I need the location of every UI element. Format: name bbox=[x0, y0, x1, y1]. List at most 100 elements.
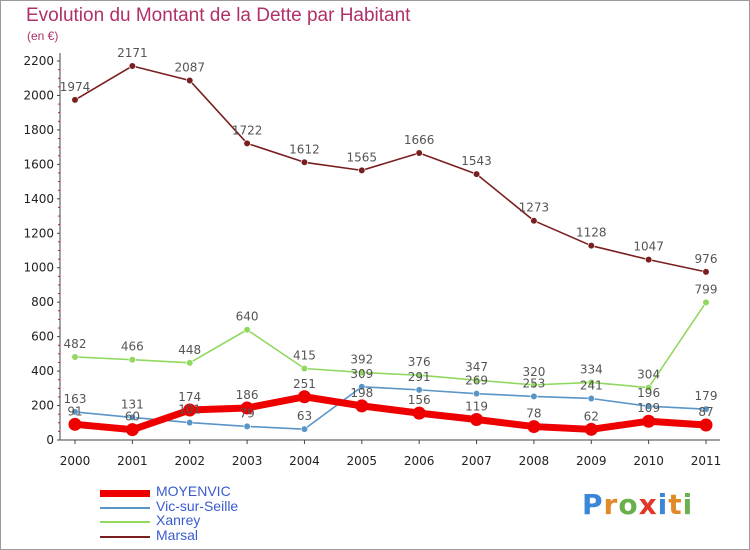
data-point-marsal bbox=[530, 217, 538, 225]
data-label-marsal: 1047 bbox=[633, 240, 664, 254]
data-label-vic-sur-seille: 309 bbox=[350, 367, 373, 381]
brand-letter: P bbox=[582, 488, 604, 521]
data-point-marsal bbox=[128, 62, 136, 70]
y-tick-label: 600 bbox=[31, 330, 54, 344]
y-tick-label: 1800 bbox=[23, 123, 54, 137]
data-label-xanrey: 376 bbox=[408, 355, 431, 369]
data-point-vic-sur-seille bbox=[645, 402, 653, 410]
data-label-vic-sur-seille: 253 bbox=[522, 376, 545, 390]
x-tick-label: 2003 bbox=[232, 454, 263, 468]
x-tick-label: 2010 bbox=[633, 454, 664, 468]
data-point-moyenvic bbox=[297, 390, 311, 404]
data-label-xanrey: 448 bbox=[178, 343, 201, 357]
data-point-xanrey bbox=[300, 364, 309, 373]
data-point-marsal bbox=[415, 149, 423, 157]
data-point-marsal bbox=[587, 242, 595, 250]
y-tick-label: 1200 bbox=[23, 226, 54, 240]
data-label-vic-sur-seille: 196 bbox=[637, 386, 660, 400]
data-point-vic-sur-seille bbox=[300, 425, 309, 433]
series-line-marsal bbox=[74, 65, 707, 273]
x-tick-label: 2011 bbox=[691, 454, 722, 468]
x-tick-label: 2001 bbox=[117, 454, 148, 468]
data-point-vic-sur-seille bbox=[71, 408, 79, 416]
legend-swatch bbox=[100, 506, 150, 509]
legend-swatch bbox=[100, 489, 150, 497]
data-point-marsal bbox=[645, 256, 653, 264]
data-label-marsal: 2087 bbox=[174, 60, 205, 74]
data-point-moyenvic bbox=[642, 414, 656, 428]
data-label-xanrey: 347 bbox=[465, 360, 488, 374]
data-label-vic-sur-seille: 269 bbox=[465, 374, 488, 388]
data-label-marsal: 1722 bbox=[232, 123, 263, 137]
data-label-moyenvic: 186 bbox=[236, 388, 259, 402]
data-point-xanrey bbox=[472, 376, 481, 384]
data-point-marsal bbox=[71, 96, 79, 104]
data-label-marsal: 1128 bbox=[576, 226, 607, 240]
series-line-vic-sur-seille bbox=[74, 385, 707, 430]
data-label-xanrey: 799 bbox=[695, 282, 718, 296]
x-tick-label: 2005 bbox=[347, 454, 378, 468]
data-point-moyenvic bbox=[355, 399, 369, 413]
data-label-vic-sur-seille: 241 bbox=[580, 378, 603, 392]
data-point-marsal bbox=[702, 268, 710, 276]
brand-letter: x bbox=[638, 488, 658, 521]
data-label-marsal: 2171 bbox=[117, 46, 148, 60]
legend-label: MOYENVIC bbox=[156, 483, 231, 499]
data-label-xanrey: 415 bbox=[293, 349, 316, 363]
data-label-xanrey: 640 bbox=[236, 310, 259, 324]
data-point-xanrey bbox=[358, 368, 366, 377]
data-point-marsal bbox=[358, 166, 366, 174]
data-label-marsal: 1565 bbox=[347, 150, 378, 164]
data-point-marsal bbox=[243, 139, 251, 147]
data-point-xanrey bbox=[530, 381, 538, 389]
data-label-xanrey: 304 bbox=[637, 368, 660, 382]
data-label-vic-sur-seille: 63 bbox=[297, 409, 312, 423]
y-tick-label: 2200 bbox=[23, 54, 54, 68]
legend-label: Xanrey bbox=[156, 512, 201, 528]
brand-logo: Proxiti bbox=[582, 488, 693, 521]
data-label-moyenvic: 109 bbox=[637, 401, 660, 415]
data-label-moyenvic: 62 bbox=[584, 409, 599, 423]
data-label-xanrey: 334 bbox=[580, 362, 603, 376]
y-tick-label: 800 bbox=[31, 295, 54, 309]
brand-letter: i bbox=[657, 488, 669, 521]
series-line-xanrey bbox=[74, 301, 707, 389]
data-label-marsal: 1273 bbox=[519, 201, 550, 215]
data-point-xanrey bbox=[128, 356, 136, 364]
data-label-vic-sur-seille: 79 bbox=[239, 406, 254, 420]
data-label-moyenvic: 78 bbox=[526, 407, 541, 421]
data-point-moyenvic bbox=[183, 403, 197, 417]
x-tick-label: 2006 bbox=[404, 454, 435, 468]
data-point-vic-sur-seille bbox=[587, 394, 595, 403]
data-point-xanrey bbox=[186, 359, 194, 367]
data-point-vic-sur-seille bbox=[415, 386, 423, 394]
data-label-vic-sur-seille: 131 bbox=[121, 397, 144, 411]
data-label-moyenvic: 251 bbox=[293, 377, 316, 391]
data-point-vic-sur-seille bbox=[358, 383, 366, 391]
data-label-xanrey: 320 bbox=[522, 365, 545, 379]
data-label-xanrey: 482 bbox=[64, 337, 87, 351]
y-tick-label: 1400 bbox=[23, 192, 54, 206]
data-point-xanrey bbox=[645, 384, 653, 392]
data-label-marsal: 1974 bbox=[60, 80, 91, 94]
data-label-vic-sur-seille: 163 bbox=[64, 392, 87, 406]
data-label-vic-sur-seille: 101 bbox=[178, 403, 201, 417]
x-tick-label: 2009 bbox=[576, 454, 607, 468]
x-tick-label: 2000 bbox=[60, 454, 91, 468]
data-point-moyenvic bbox=[240, 401, 254, 415]
chart-title: Evolution du Montant de la Dette par Hab… bbox=[26, 5, 411, 26]
y-tick-label: 1000 bbox=[23, 261, 54, 275]
data-point-xanrey bbox=[587, 378, 595, 387]
data-label-moyenvic: 119 bbox=[465, 399, 488, 413]
legend-label: Vic-sur-Seille bbox=[156, 497, 239, 514]
data-label-xanrey: 392 bbox=[350, 352, 373, 366]
data-label-marsal: 1666 bbox=[404, 133, 435, 147]
y-tick-label: 2000 bbox=[23, 88, 54, 102]
chart-axes: 0 200 400 600 800 1000 1200 1400 1600 1800 2000 220… bbox=[23, 53, 721, 468]
data-label-moyenvic: 156 bbox=[408, 393, 431, 407]
data-point-vic-sur-seille bbox=[530, 392, 538, 401]
data-point-vic-sur-seille bbox=[128, 413, 136, 422]
y-tick-label: 400 bbox=[31, 364, 54, 378]
